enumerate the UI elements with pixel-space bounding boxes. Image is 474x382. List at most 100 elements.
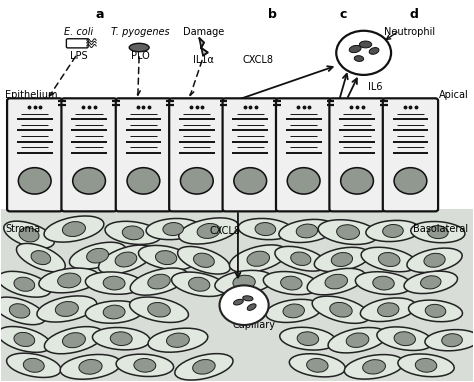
Ellipse shape <box>354 56 364 62</box>
FancyBboxPatch shape <box>329 98 385 211</box>
Ellipse shape <box>92 327 150 350</box>
Ellipse shape <box>428 226 448 239</box>
Ellipse shape <box>63 333 85 348</box>
Ellipse shape <box>325 274 347 289</box>
Text: T. pyogenes: T. pyogenes <box>111 27 169 37</box>
FancyBboxPatch shape <box>62 98 117 211</box>
Ellipse shape <box>58 273 81 288</box>
Text: LPS: LPS <box>70 51 88 61</box>
Text: PLO: PLO <box>131 51 149 61</box>
FancyBboxPatch shape <box>7 98 63 211</box>
Ellipse shape <box>243 296 253 301</box>
Ellipse shape <box>360 298 416 322</box>
Ellipse shape <box>99 245 154 274</box>
Ellipse shape <box>0 297 46 325</box>
Ellipse shape <box>281 276 302 290</box>
Ellipse shape <box>105 221 161 244</box>
Ellipse shape <box>279 219 335 243</box>
Ellipse shape <box>373 276 394 290</box>
Ellipse shape <box>234 299 243 305</box>
Circle shape <box>336 31 391 75</box>
Ellipse shape <box>79 359 102 374</box>
Ellipse shape <box>331 253 353 267</box>
Ellipse shape <box>378 303 399 317</box>
Ellipse shape <box>264 272 319 295</box>
Ellipse shape <box>163 223 183 236</box>
Ellipse shape <box>238 219 292 240</box>
Ellipse shape <box>296 224 318 238</box>
Ellipse shape <box>407 248 462 272</box>
Text: Capillary: Capillary <box>232 320 275 330</box>
Ellipse shape <box>175 354 233 380</box>
Ellipse shape <box>369 48 379 54</box>
Ellipse shape <box>55 301 78 316</box>
Ellipse shape <box>138 245 194 270</box>
Ellipse shape <box>60 354 121 379</box>
Ellipse shape <box>297 332 319 346</box>
Ellipse shape <box>404 271 457 293</box>
Ellipse shape <box>307 269 365 295</box>
Ellipse shape <box>146 219 201 240</box>
Ellipse shape <box>129 43 149 52</box>
Text: IL1α: IL1α <box>193 55 214 65</box>
Ellipse shape <box>411 222 465 243</box>
Ellipse shape <box>134 358 156 372</box>
FancyBboxPatch shape <box>66 39 88 48</box>
Ellipse shape <box>229 245 287 273</box>
Ellipse shape <box>366 220 420 241</box>
Ellipse shape <box>37 296 97 322</box>
Ellipse shape <box>69 242 126 269</box>
FancyBboxPatch shape <box>223 98 278 211</box>
Text: Apical: Apical <box>439 90 469 100</box>
Ellipse shape <box>330 303 352 317</box>
Text: Stroma: Stroma <box>5 224 41 234</box>
Ellipse shape <box>45 327 103 354</box>
FancyBboxPatch shape <box>276 98 331 211</box>
Ellipse shape <box>283 304 304 318</box>
Text: CXCL8: CXCL8 <box>243 55 274 65</box>
Ellipse shape <box>116 354 173 377</box>
Ellipse shape <box>318 220 378 244</box>
Ellipse shape <box>415 358 437 372</box>
Ellipse shape <box>39 268 100 293</box>
Ellipse shape <box>394 332 416 346</box>
Ellipse shape <box>85 301 143 323</box>
Ellipse shape <box>289 354 346 377</box>
Text: c: c <box>340 8 347 21</box>
Ellipse shape <box>0 271 51 297</box>
Polygon shape <box>199 38 208 55</box>
Text: a: a <box>96 8 104 21</box>
Ellipse shape <box>31 251 51 265</box>
Ellipse shape <box>172 272 227 296</box>
Ellipse shape <box>14 332 35 346</box>
FancyBboxPatch shape <box>116 98 171 211</box>
Ellipse shape <box>361 247 417 272</box>
Circle shape <box>287 168 320 194</box>
FancyBboxPatch shape <box>169 98 225 211</box>
Ellipse shape <box>14 277 35 291</box>
FancyBboxPatch shape <box>383 98 438 211</box>
Ellipse shape <box>9 304 30 318</box>
Circle shape <box>127 168 160 194</box>
Circle shape <box>341 168 374 194</box>
Ellipse shape <box>378 253 400 267</box>
Ellipse shape <box>19 228 39 242</box>
Text: Damage: Damage <box>183 27 225 37</box>
Ellipse shape <box>328 327 387 353</box>
Ellipse shape <box>178 246 230 274</box>
Ellipse shape <box>115 252 137 267</box>
Ellipse shape <box>4 221 55 248</box>
Ellipse shape <box>148 303 170 317</box>
Text: d: d <box>410 8 419 21</box>
Ellipse shape <box>383 225 403 238</box>
Text: CXCL8: CXCL8 <box>210 226 241 236</box>
Ellipse shape <box>255 223 276 236</box>
Ellipse shape <box>215 270 273 294</box>
Ellipse shape <box>0 327 51 352</box>
Ellipse shape <box>23 358 44 372</box>
Ellipse shape <box>87 248 109 263</box>
Ellipse shape <box>122 226 144 240</box>
Ellipse shape <box>420 276 441 289</box>
Ellipse shape <box>337 225 359 240</box>
Ellipse shape <box>425 330 474 351</box>
